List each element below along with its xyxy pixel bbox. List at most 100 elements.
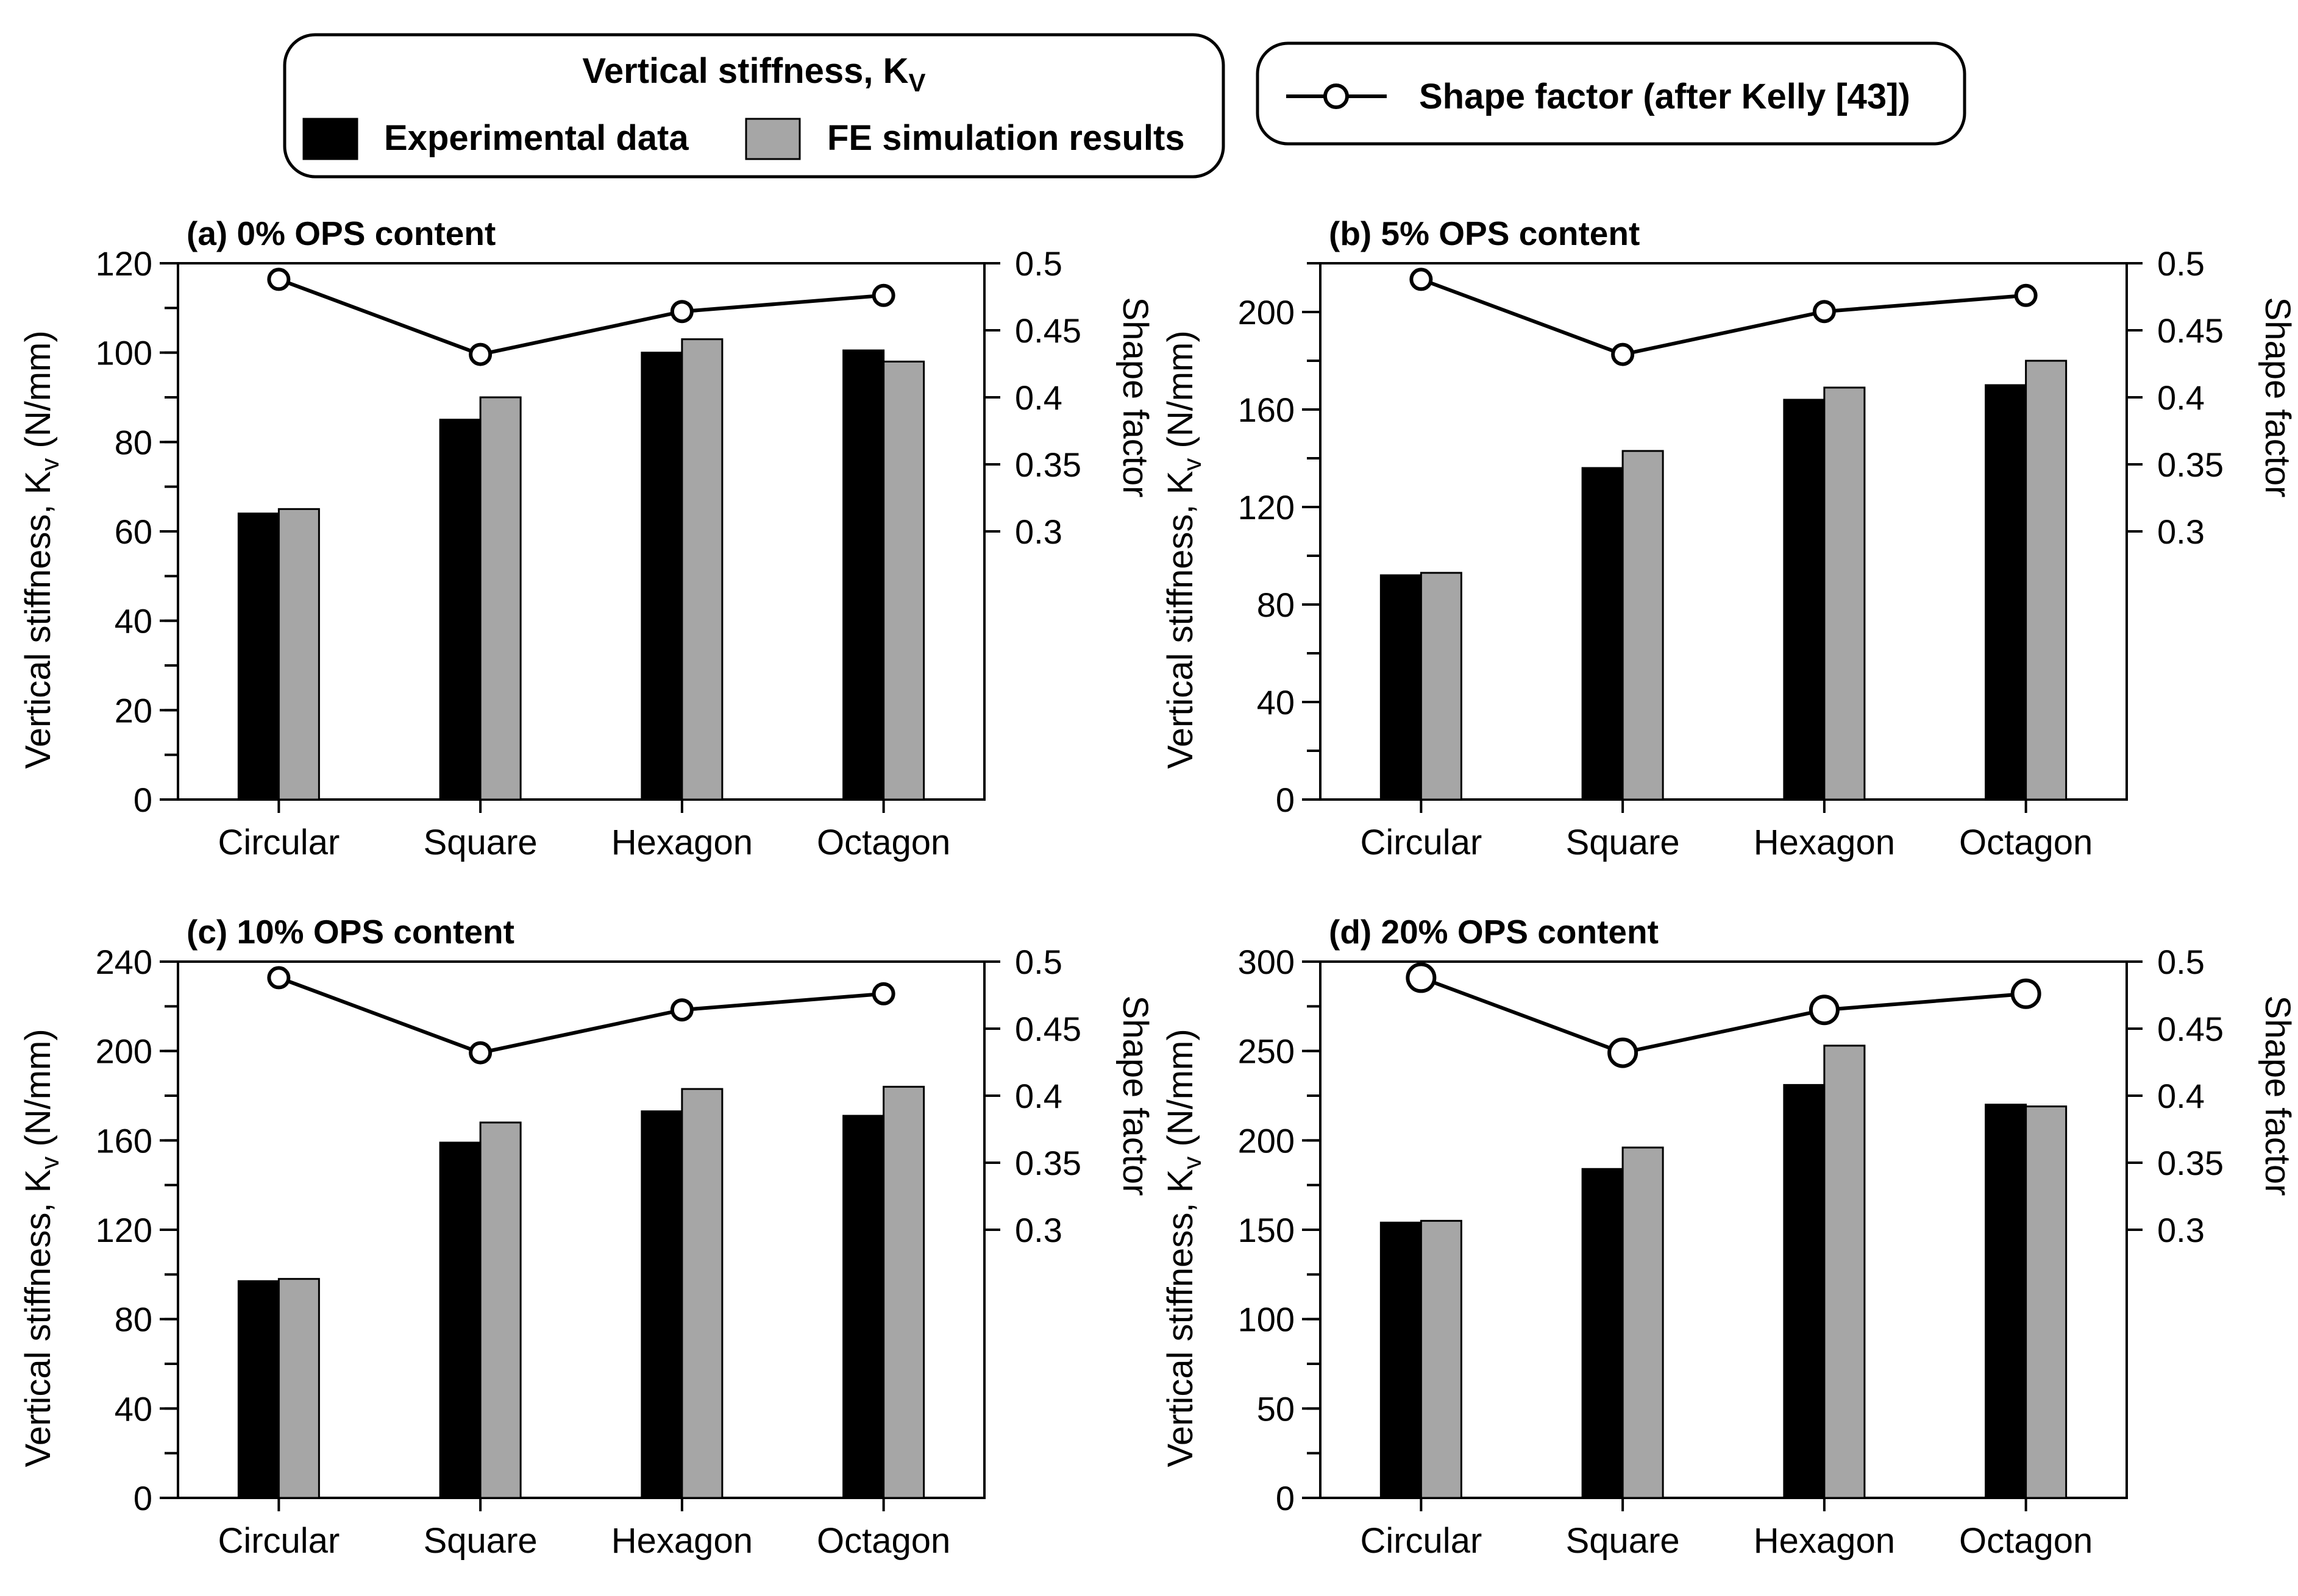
legend-fe-swatch — [745, 118, 801, 160]
y2-tick-label: 0.3 — [1015, 512, 1062, 551]
y-tick-label: 60 — [115, 512, 152, 551]
legend-shape-marker — [1323, 83, 1349, 109]
y-tick-label: 80 — [115, 1300, 152, 1339]
y-tick-label: 0 — [1276, 781, 1295, 819]
y-tick-label: 100 — [96, 334, 152, 372]
legend-group-title-sub: V — [909, 68, 926, 97]
legend-experimental-label: Experimental data — [384, 118, 689, 158]
shape-factor-point — [1409, 268, 1433, 291]
bar-experimental — [237, 512, 280, 801]
y-axis-label: Vertical stiffness, Kv (N/mm) — [1161, 330, 1206, 768]
bar-fe-simulation — [1420, 1219, 1462, 1499]
shape-factor-point — [670, 300, 694, 324]
y-axis-label-unit: (N/mm) — [1161, 330, 1200, 458]
bar-experimental — [1581, 1168, 1624, 1499]
bar-experimental — [439, 1141, 482, 1499]
chart-panel-1: (b) 5% OPS content 0 40 80 120 160 200 0.3 0.35 0… — [1161, 215, 2297, 862]
y-axis-label-main: Vertical stiffness, K — [18, 470, 58, 768]
bar-experimental — [842, 349, 885, 801]
chart-panel-2: (c) 10% OPS content 0 40 80 120 160 200 240 0.3 0… — [18, 913, 1155, 1561]
y2-axis-label: Shape factor — [1115, 297, 1155, 498]
y2-tick-label: 0.5 — [1015, 943, 1062, 981]
y-tick-label: 120 — [96, 244, 152, 283]
y-tick-label: 150 — [1238, 1211, 1295, 1249]
x-tick-label: Square — [1566, 823, 1680, 862]
y2-tick-label: 0.3 — [1015, 1211, 1062, 1249]
panel-title: (b) 5% OPS content — [1329, 215, 1640, 252]
y2-tick-label: 0.4 — [2157, 378, 2205, 417]
y-tick-label: 200 — [1238, 1121, 1295, 1160]
y2-tick-label: 0.35 — [1015, 445, 1081, 484]
y-tick-label: 200 — [1238, 293, 1295, 332]
y-tick-label: 20 — [115, 691, 152, 729]
y-axis-label-sub: v — [1178, 1157, 1206, 1169]
shape-factor-point — [1406, 962, 1437, 993]
y-tick-label: 120 — [96, 1211, 152, 1249]
y2-tick-label: 0.4 — [2157, 1077, 2205, 1115]
panels: (a) 0% OPS content 0 20 40 60 80 100 120 0.3 0.35… — [18, 215, 2297, 1561]
bar-experimental — [641, 352, 683, 801]
legend-vertical-stiffness: Vertical stiffness, KV Experimental data… — [283, 33, 1225, 179]
y-axis-label-main: Vertical stiffness, K — [18, 1169, 58, 1467]
bar-experimental — [1379, 574, 1422, 801]
bar-fe-simulation — [1621, 1146, 1664, 1499]
x-tick-label: Hexagon — [611, 1521, 753, 1561]
bar-fe-simulation — [277, 1278, 320, 1499]
y-tick-label: 160 — [1238, 391, 1295, 429]
x-tick-label: Circular — [1360, 823, 1482, 862]
bar-fe-simulation — [681, 338, 724, 801]
bar-fe-simulation — [1420, 572, 1462, 801]
chart-panel-3: (d) 20% OPS content 0 50 100 150 200 250 300 0.3… — [1161, 913, 2297, 1561]
x-tick-label: Circular — [218, 823, 340, 862]
bar-experimental — [1985, 384, 2027, 801]
panel-title: (c) 10% OPS content — [187, 913, 514, 951]
y-axis-label: Vertical stiffness, Kv (N/mm) — [18, 1029, 64, 1467]
bar-fe-simulation — [2025, 1105, 2068, 1499]
y-tick-label: 80 — [115, 423, 152, 461]
shape-factor-point — [670, 998, 694, 1022]
y2-tick-label: 0.35 — [2157, 1144, 2224, 1182]
legend-group-title: Vertical stiffness, KV — [582, 51, 925, 97]
legend-experimental-swatch — [302, 118, 358, 160]
shape-factor-point — [469, 342, 493, 366]
legend-fe-label: FE simulation results — [827, 118, 1185, 158]
panel-title: (a) 0% OPS content — [187, 215, 496, 252]
y2-tick-label: 0.5 — [1015, 244, 1062, 283]
bar-experimental — [1379, 1221, 1422, 1499]
shape-factor-point — [2010, 978, 2041, 1009]
bar-fe-simulation — [1621, 450, 1664, 801]
shape-factor-point — [1809, 995, 1840, 1026]
y-tick-label: 40 — [115, 602, 152, 640]
y-tick-label: 100 — [1238, 1300, 1295, 1339]
y2-tick-label: 0.5 — [2157, 244, 2205, 283]
y2-tick-label: 0.3 — [2157, 512, 2205, 551]
legend-shape-factor: Shape factor (after Kelly [43]) — [1256, 41, 1966, 146]
bar-experimental — [1783, 1084, 1826, 1499]
y2-tick-label: 0.35 — [2157, 445, 2224, 484]
y2-tick-label: 0.4 — [1015, 1077, 1062, 1115]
y-tick-label: 40 — [115, 1389, 152, 1428]
shape-factor-point — [1611, 342, 1635, 366]
x-tick-label: Square — [424, 1521, 538, 1561]
y-tick-label: 250 — [1238, 1032, 1295, 1071]
x-tick-label: Square — [424, 823, 538, 862]
x-tick-label: Octagon — [817, 1521, 950, 1561]
y-axis-label-unit: (N/mm) — [18, 330, 58, 458]
bar-experimental — [1985, 1104, 2027, 1499]
shape-factor-point — [872, 283, 895, 307]
x-tick-label: Octagon — [817, 823, 950, 862]
y-tick-label: 240 — [96, 943, 152, 981]
y-axis-label-sub: v — [35, 458, 64, 471]
legend-box-left — [283, 33, 1225, 179]
y-axis-label-main: Vertical stiffness, K — [1161, 1169, 1200, 1467]
shape-factor-line — [278, 277, 884, 356]
legend-shape-label: Shape factor (after Kelly [43]) — [1419, 77, 1910, 116]
y-axis-label-unit: (N/mm) — [18, 1029, 58, 1156]
shape-factor-point — [469, 1041, 493, 1065]
chart-panel-0: (a) 0% OPS content 0 20 40 60 80 100 120 0.3 0.35… — [18, 215, 1155, 862]
legend-group-title-main: Vertical stiffness, K — [582, 51, 908, 91]
bar-experimental — [1783, 399, 1826, 801]
bar-fe-simulation — [277, 508, 320, 801]
x-tick-label: Hexagon — [1754, 823, 1895, 862]
